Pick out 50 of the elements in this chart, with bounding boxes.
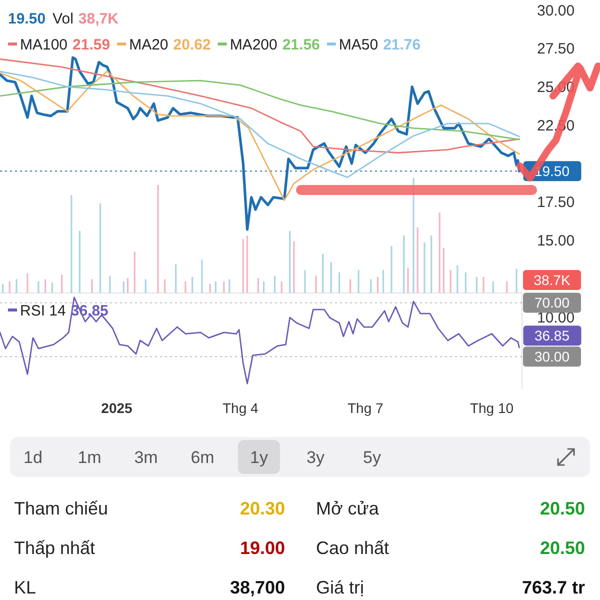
text: Thấp nhất bbox=[14, 538, 96, 558]
text: 3m bbox=[134, 448, 158, 467]
x-tick-label: Thg 7 bbox=[347, 400, 384, 416]
x-tick-label: 2025 bbox=[101, 400, 133, 416]
annotation: 19.50 bbox=[8, 10, 46, 28]
text: 20.50 bbox=[540, 538, 585, 558]
text: Cao nhất bbox=[316, 538, 390, 558]
line-series bbox=[0, 56, 521, 231]
line-series bbox=[0, 70, 520, 178]
text: Tham chiếu bbox=[14, 498, 108, 518]
x-tick-label: Thg 10 bbox=[470, 400, 514, 416]
text: 5y bbox=[363, 448, 382, 467]
legend-label: RSI 14 bbox=[20, 302, 66, 320]
annotation: 21.76 bbox=[383, 36, 421, 54]
text: 20.30 bbox=[240, 498, 285, 518]
text: 1d bbox=[24, 448, 42, 467]
text: 763.7 tr bbox=[522, 577, 585, 598]
legend-label: MA200 bbox=[230, 36, 278, 54]
y-tick-label: 30.00 bbox=[537, 2, 575, 20]
annotation: 36.85 bbox=[534, 328, 570, 344]
line-series bbox=[0, 58, 520, 154]
text: 38.7K bbox=[534, 272, 571, 288]
annotation: 21.56 bbox=[282, 36, 320, 54]
y-tick-label: 27.50 bbox=[537, 40, 575, 58]
chart-title: Vol bbox=[52, 10, 74, 28]
text: 1y bbox=[250, 448, 268, 467]
legend-label: MA100 bbox=[20, 36, 68, 54]
text: Giá trị bbox=[316, 577, 364, 598]
y-tick-label: 10.00 bbox=[537, 309, 575, 326]
y-tick-label: 17.50 bbox=[537, 194, 575, 212]
annotation: 38,7K bbox=[78, 10, 119, 28]
line-series bbox=[0, 80, 520, 140]
legend-label: MA50 bbox=[338, 36, 378, 54]
text: KL bbox=[14, 577, 36, 598]
legend-label: MA20 bbox=[129, 36, 168, 54]
line-series bbox=[0, 296, 520, 384]
line-series bbox=[0, 70, 520, 202]
annotation: 20.62 bbox=[173, 36, 211, 54]
y-tick-label: 15.00 bbox=[537, 232, 575, 250]
text: 19.00 bbox=[240, 538, 285, 558]
annotation: 21.59 bbox=[72, 36, 110, 54]
text: 6m bbox=[190, 448, 214, 467]
text: 1m bbox=[78, 448, 102, 467]
y-tick-label: 70.00 bbox=[534, 294, 570, 311]
text: Mở cửa bbox=[316, 498, 380, 518]
y-tick-label: 30.00 bbox=[534, 348, 570, 365]
text: 20.50 bbox=[540, 498, 585, 518]
text: 3y bbox=[306, 448, 325, 467]
text: 38,700 bbox=[230, 577, 285, 598]
x-tick-label: Thg 4 bbox=[222, 400, 258, 416]
